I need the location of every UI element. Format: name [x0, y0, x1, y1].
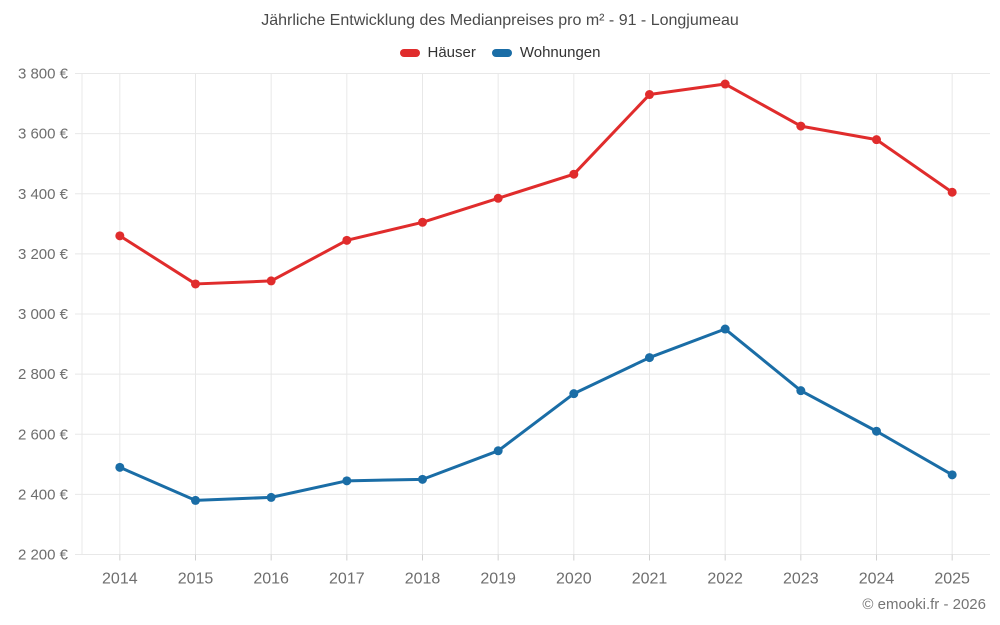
- chart-title: Jährliche Entwicklung des Medianpreises …: [261, 12, 739, 29]
- copyright: © emooki.fr - 2026: [862, 596, 986, 613]
- y-axis-label: 2 400 €: [18, 486, 69, 503]
- x-axis-label: 2023: [783, 571, 819, 588]
- series-line: [118, 327, 954, 502]
- data-point[interactable]: [720, 79, 730, 89]
- x-axis-label: 2015: [178, 571, 214, 588]
- data-point[interactable]: [342, 476, 352, 486]
- legend-item-wohnungen[interactable]: Wohnungen: [491, 44, 601, 61]
- legend-item-hauser[interactable]: Häuser: [399, 44, 476, 61]
- x-axis-label: 2014: [102, 571, 138, 588]
- x-axis-label: 2020: [556, 571, 592, 588]
- y-axis-label: 3 400 €: [18, 186, 69, 203]
- data-point[interactable]: [872, 135, 881, 145]
- data-point[interactable]: [266, 492, 276, 502]
- hauser-series-swatch-icon: [399, 48, 420, 57]
- data-point[interactable]: [115, 231, 125, 241]
- y-axis-label: 3 600 €: [18, 126, 69, 143]
- y-axis-label: 3 000 €: [18, 306, 69, 323]
- data-point[interactable]: [872, 426, 881, 436]
- data-point[interactable]: [115, 462, 125, 472]
- data-point[interactable]: [493, 193, 503, 203]
- x-axis-label: 2021: [632, 571, 668, 588]
- legend-label: Wohnungen: [519, 44, 601, 61]
- data-point[interactable]: [720, 324, 730, 334]
- x-axis-label: 2017: [329, 571, 365, 588]
- data-point[interactable]: [418, 217, 427, 227]
- series-line: [118, 82, 954, 286]
- data-point[interactable]: [191, 495, 200, 505]
- data-point[interactable]: [947, 470, 957, 480]
- data-point[interactable]: [191, 279, 200, 289]
- data-point[interactable]: [796, 386, 806, 396]
- data-point[interactable]: [569, 169, 579, 179]
- x-axis-label: 2022: [707, 571, 743, 588]
- data-point[interactable]: [645, 353, 654, 363]
- data-point[interactable]: [266, 276, 276, 286]
- x-axis-label: 2024: [859, 571, 895, 588]
- data-point[interactable]: [342, 235, 352, 245]
- x-axis-label: 2018: [405, 571, 441, 588]
- y-axis-label: 3 800 €: [18, 66, 69, 83]
- data-point[interactable]: [796, 121, 806, 131]
- legend-label: Häuser: [427, 44, 476, 61]
- x-axis-label: 2019: [480, 571, 516, 588]
- x-axis-label: 2025: [934, 571, 970, 588]
- y-axis-label: 2 600 €: [18, 426, 69, 443]
- chart-legend: Häuser Wohnungen: [0, 44, 1000, 61]
- data-point[interactable]: [645, 90, 654, 100]
- y-axis-label: 2 800 €: [18, 366, 69, 383]
- y-axis-label: 2 200 €: [18, 547, 69, 564]
- y-axis-label: 3 200 €: [18, 246, 69, 263]
- data-point[interactable]: [947, 187, 957, 197]
- wohnungen-series-swatch-icon: [491, 48, 512, 57]
- data-point[interactable]: [418, 474, 427, 484]
- x-axis-label: 2016: [253, 571, 289, 588]
- data-point[interactable]: [569, 389, 579, 399]
- data-point[interactable]: [493, 446, 503, 456]
